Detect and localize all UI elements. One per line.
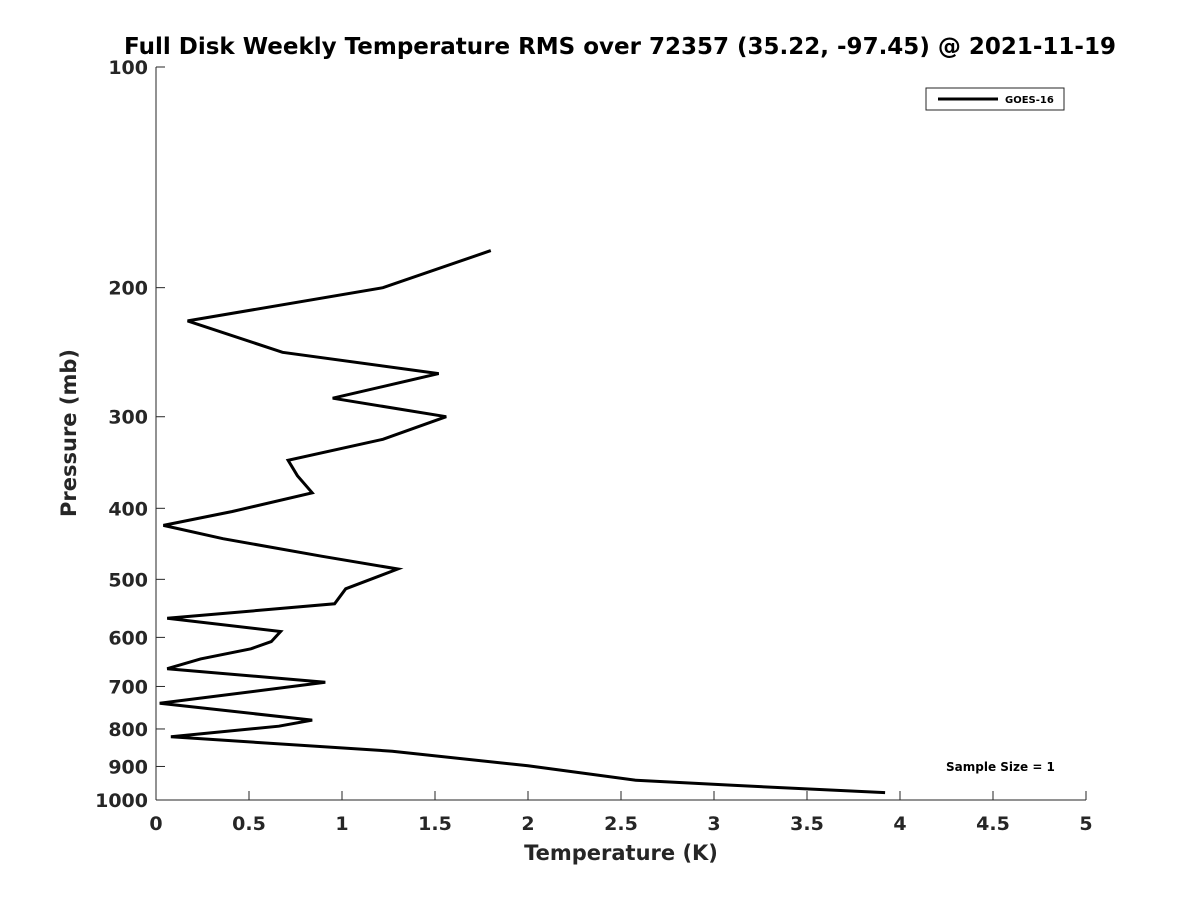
- y-tick-label: 600: [108, 627, 148, 649]
- y-tick-label: 900: [108, 756, 148, 778]
- y-tick-label: 300: [108, 407, 148, 429]
- x-tick-label: 0.5: [232, 813, 266, 835]
- x-tick-label: 1: [335, 813, 348, 835]
- x-tick-label: 2: [521, 813, 534, 835]
- x-tick-label: 3.5: [790, 813, 824, 835]
- y-axis-ticks: 100 200 300 400 500 600 700 800 900 1000: [95, 57, 165, 812]
- x-axis-ticks: 0 0.5 1 1.5 2 2.5 3 3.5 4 4.5 5: [149, 791, 1093, 835]
- chart-title: Full Disk Weekly Temperature RMS over 72…: [124, 34, 1116, 60]
- y-tick-label: 100: [108, 57, 148, 79]
- legend-label-goes-16: GOES-16: [1005, 95, 1054, 106]
- x-tick-label: 3: [707, 813, 720, 835]
- x-tick-label: 4: [893, 813, 906, 835]
- y-tick-label: 800: [108, 719, 148, 741]
- y-tick-label: 400: [108, 498, 148, 520]
- x-axis-label: Temperature (K): [524, 841, 718, 865]
- x-tick-label: 5: [1079, 813, 1092, 835]
- x-tick-label: 2.5: [604, 813, 638, 835]
- series-line-goes-16: [159, 249, 886, 795]
- y-axis-label: Pressure (mb): [57, 349, 81, 517]
- y-tick-label: 200: [108, 278, 148, 300]
- x-tick-label: 1.5: [418, 813, 452, 835]
- y-tick-label: 500: [108, 569, 148, 591]
- series-group: [159, 249, 886, 795]
- y-tick-label: 1000: [95, 790, 148, 812]
- plot-axes: 0 0.5 1 1.5 2 2.5 3 3.5 4 4.5 5 100 200 300 400 500 600…: [95, 57, 1093, 835]
- y-tick-label: 700: [108, 676, 148, 698]
- x-tick-label: 0: [149, 813, 162, 835]
- x-tick-label: 4.5: [976, 813, 1010, 835]
- legend: GOES-16: [925, 87, 1065, 111]
- sample-size-annotation: Sample Size = 1: [946, 760, 1055, 774]
